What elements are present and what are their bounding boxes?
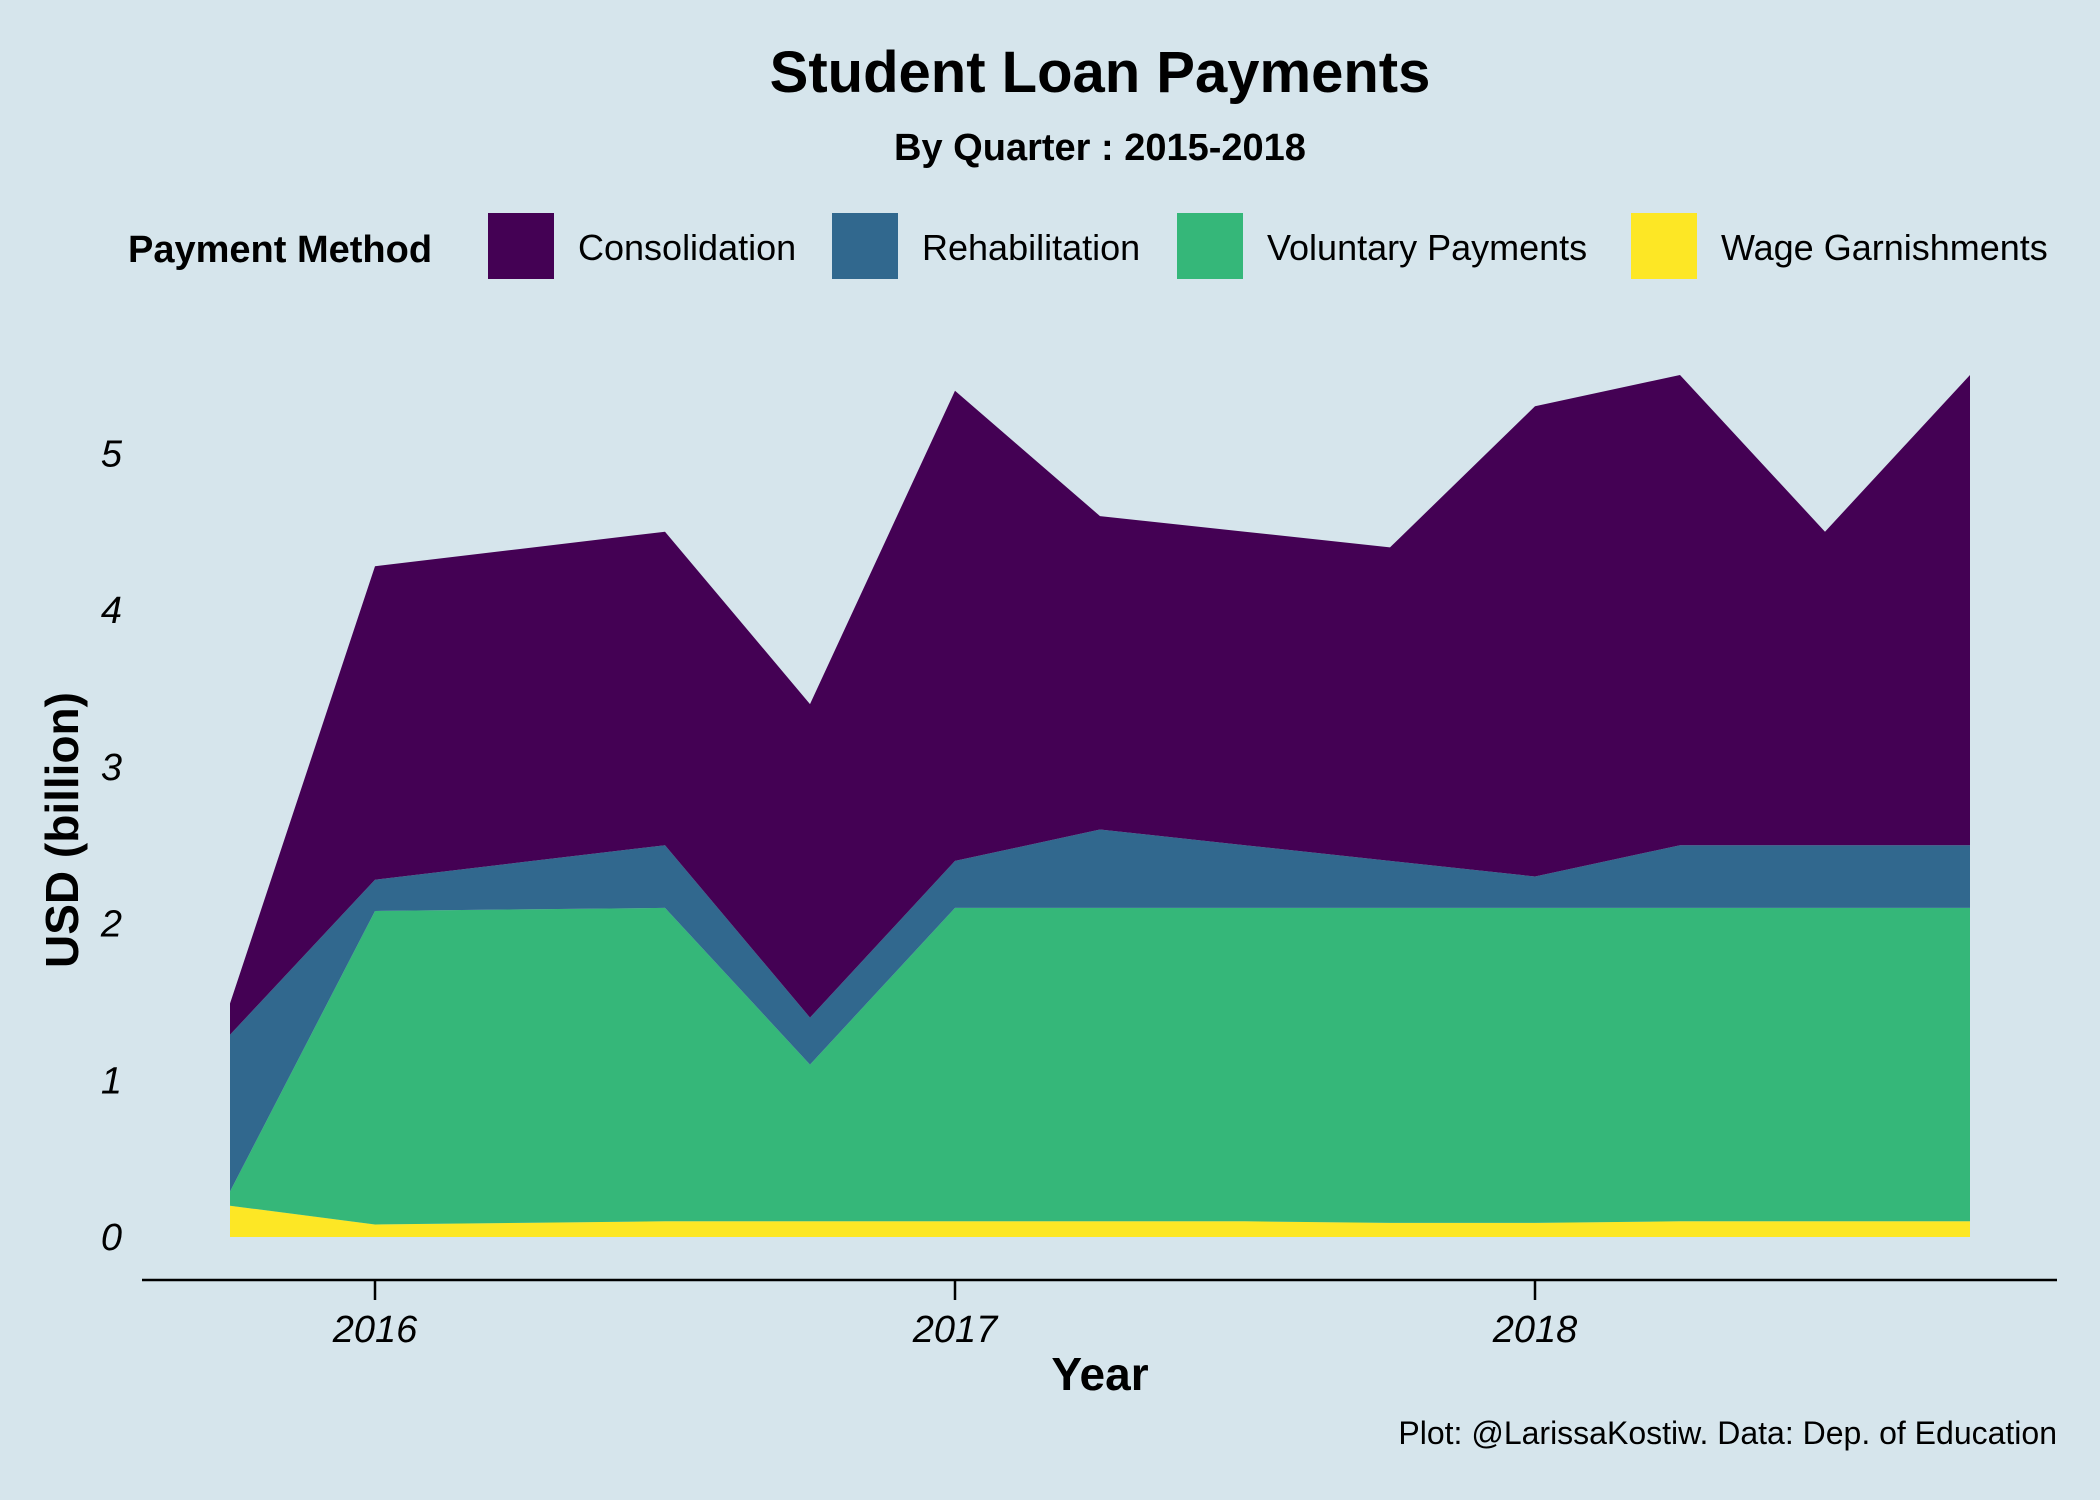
y-tick-label: 5: [101, 433, 123, 475]
y-tick-label: 3: [101, 747, 122, 789]
area-layers: [230, 375, 1970, 1237]
legend-label: Wage Garnishments: [1721, 227, 2048, 268]
legend-key-voluntary-payments: [1177, 213, 1243, 279]
area-consolidation: [230, 375, 1970, 1035]
y-axis-title: USD (billion): [36, 692, 88, 968]
chart-title: Student Loan Payments: [770, 40, 1431, 105]
y-tick-label: 4: [101, 590, 122, 632]
y-tick-label: 2: [100, 904, 122, 946]
area-rehabilitation: [230, 829, 1970, 1192]
legend-label: Rehabilitation: [922, 227, 1140, 268]
legend-key-consolidation: [488, 213, 554, 279]
x-axis-title: Year: [1051, 1348, 1148, 1400]
legend-key-rehabilitation: [832, 213, 898, 279]
x-tick-label: 2018: [1492, 1309, 1578, 1351]
x-tick-label: 2017: [912, 1309, 999, 1351]
legend-label: Consolidation: [578, 227, 796, 268]
y-tick-label: 0: [101, 1217, 122, 1259]
caption: Plot: @LarissaKostiw. Data: Dep. of Educ…: [1398, 1415, 2057, 1451]
y-axis-ticks: 0 1 2 3 4 5: [100, 433, 123, 1259]
legend-key-wage-garnishments: [1631, 213, 1697, 279]
x-tick-label: 2016: [332, 1309, 418, 1351]
legend-title: Payment Method: [128, 229, 432, 271]
area-wage-garnishments: [230, 1205, 1970, 1237]
chart-subtitle: By Quarter : 2015-2018: [894, 127, 1306, 169]
legend-label: Voluntary Payments: [1267, 227, 1587, 268]
y-tick-label: 1: [101, 1060, 122, 1102]
x-axis-ticks: 2016 2017 2018: [332, 1280, 1578, 1351]
legend: Consolidation Rehabilitation Voluntary Pay…: [488, 213, 2048, 279]
area-voluntary-payments: [230, 907, 1970, 1225]
